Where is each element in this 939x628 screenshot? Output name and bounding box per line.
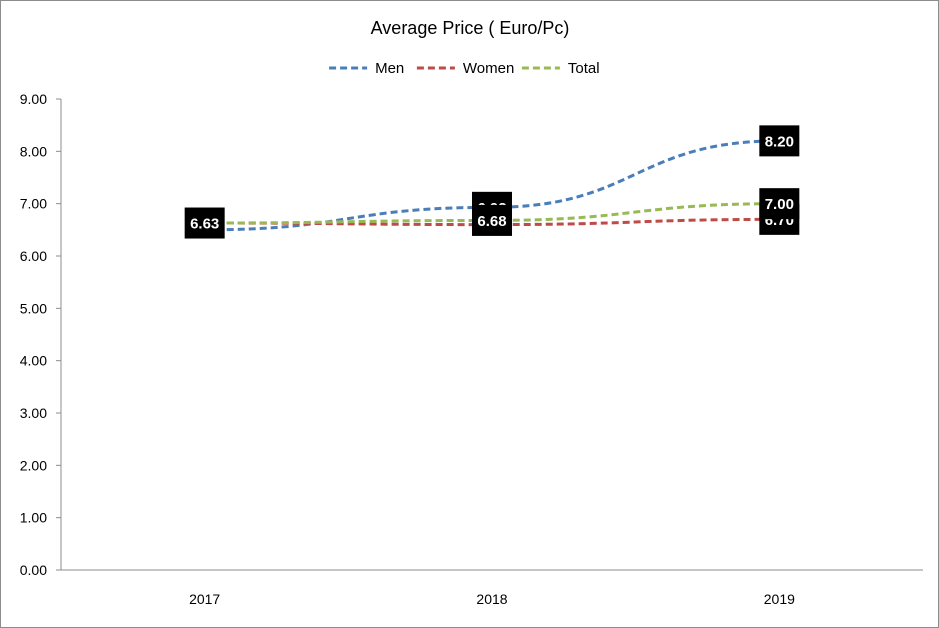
y-tick-label: 2.00 (20, 457, 47, 473)
data-label-box (472, 204, 512, 236)
y-tick-label: 4.00 (20, 353, 47, 369)
y-tick-label: 1.00 (20, 510, 47, 526)
y-tick-label: 5.00 (20, 300, 47, 316)
data-label-box (759, 125, 800, 157)
x-tick-label: 2018 (476, 591, 507, 607)
chart-title: Average Price ( Euro/Pc) (371, 18, 570, 38)
x-tick-label: 2017 (189, 591, 220, 607)
axes: 0.00 1.00 2.00 3.00 4.00 5.00 6.00 7.00 8.00 9.00… (20, 91, 923, 607)
data-label-total-2019: 7.00 (759, 188, 800, 220)
legend-label-women: Women (463, 60, 514, 77)
data-label-total-2018: 6.68 (472, 204, 512, 236)
data-label-text: 7.00 (765, 196, 794, 213)
legend-label-men: Men (375, 60, 404, 77)
data-label-text: 8.20 (765, 133, 794, 150)
legend-label-total: Total (568, 60, 600, 77)
data-labels: 6.938.206.706.636.687.00 (184, 125, 800, 239)
data-label-text: 6.68 (477, 213, 506, 230)
data-label-total-2017: 6.63 (184, 207, 225, 239)
y-tick-label: 9.00 (20, 91, 47, 107)
y-tick-label: 7.00 (20, 196, 47, 212)
data-label-box (184, 207, 225, 239)
legend: Men Women Total (329, 60, 600, 77)
data-label-text: 6.63 (190, 216, 219, 233)
y-tick-label: 0.00 (20, 562, 47, 578)
y-tick-label: 8.00 (20, 143, 47, 159)
y-tick-label: 3.00 (20, 405, 47, 421)
y-tick-label: 6.00 (20, 248, 47, 264)
x-tick-label: 2019 (764, 591, 795, 607)
data-label-men-2019: 8.20 (759, 125, 800, 157)
data-label-box (759, 188, 800, 220)
